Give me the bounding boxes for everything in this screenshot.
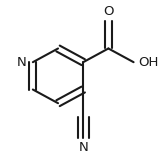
Text: OH: OH [138, 56, 159, 69]
Text: N: N [17, 56, 27, 69]
Text: N: N [78, 141, 88, 154]
Text: O: O [103, 5, 114, 18]
